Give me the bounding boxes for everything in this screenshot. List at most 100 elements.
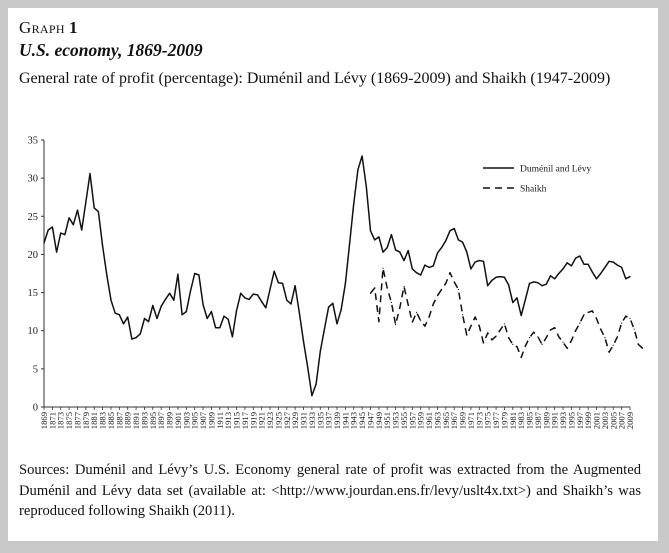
data-point: [591, 271, 593, 273]
x-tick-label: 1971: [466, 412, 476, 429]
data-point: [520, 314, 522, 317]
data-point: [528, 282, 531, 284]
data-point: [156, 317, 158, 320]
data-point: [139, 333, 141, 335]
data-point: [93, 207, 95, 209]
x-tick-label: 1991: [550, 412, 560, 429]
data-point: [424, 325, 426, 327]
data-point: [428, 316, 430, 318]
data-point: [173, 299, 175, 301]
x-tick-label: 1877: [72, 411, 82, 429]
data-point: [432, 265, 434, 267]
data-point: [495, 335, 497, 337]
x-tick-label: 1957: [407, 411, 417, 429]
y-tick-label: 5: [33, 364, 38, 375]
data-point: [436, 252, 439, 254]
legend-label: Duménil and Lévy: [520, 165, 591, 175]
data-point: [374, 239, 376, 241]
x-tick-label: 1899: [165, 412, 175, 429]
x-tick-label: 1887: [114, 411, 124, 429]
data-point: [474, 316, 476, 318]
source-link[interactable]: http://www.jourdan.ens.fr/levy/uslt4x.tx…: [279, 482, 518, 499]
y-tick-label: 20: [28, 250, 39, 261]
data-point: [528, 337, 531, 339]
x-tick-label: 1885: [106, 412, 116, 429]
data-point: [235, 310, 238, 312]
data-point: [97, 211, 99, 213]
data-point: [424, 264, 426, 266]
data-point: [302, 340, 305, 342]
x-tick-label: 1979: [499, 412, 509, 429]
data-point: [89, 173, 91, 175]
data-point: [420, 320, 422, 322]
data-point: [344, 282, 346, 284]
data-point: [436, 295, 439, 297]
x-tick-label: 1895: [148, 412, 158, 429]
data-point: [595, 278, 598, 280]
x-tick-label: 1909: [206, 412, 216, 429]
data-point: [386, 287, 388, 289]
data-point: [512, 301, 514, 304]
x-tick-label: 1915: [232, 412, 242, 429]
y-tick-label: 25: [28, 212, 39, 223]
legend-label: Shaikh: [520, 185, 547, 195]
data-point: [56, 251, 58, 253]
x-tick-label: 1891: [131, 412, 141, 429]
data-point: [336, 323, 338, 325]
data-point: [85, 201, 87, 203]
data-point: [390, 301, 392, 304]
graph-number: Graph 1: [19, 18, 78, 37]
data-point: [122, 323, 125, 325]
data-point: [445, 240, 447, 242]
data-point: [600, 272, 602, 275]
x-tick-label: 1931: [299, 412, 309, 429]
x-tick-label: 1945: [357, 412, 367, 429]
y-tick-label: 15: [28, 288, 39, 299]
data-point: [127, 316, 129, 318]
data-point: [541, 285, 543, 287]
chart-legend: Duménil and Lévy Shaikh: [483, 165, 591, 195]
x-tick-label: 1933: [307, 412, 317, 429]
data-point: [470, 325, 472, 327]
x-tick-label: 1973: [474, 412, 484, 429]
x-tick-label: 1937: [324, 411, 334, 429]
data-point: [516, 297, 518, 299]
x-tick-label: 1975: [483, 412, 493, 429]
x-tick-label: 1969: [458, 412, 468, 429]
x-tick-label: 1873: [56, 412, 66, 429]
data-point: [223, 315, 225, 317]
data-point: [432, 303, 434, 305]
data-point: [457, 288, 459, 291]
data-point: [453, 227, 455, 230]
data-point: [608, 351, 610, 353]
data-point: [110, 299, 112, 301]
data-point: [252, 293, 254, 295]
data-point: [482, 342, 485, 344]
data-point: [545, 337, 547, 339]
data-point: [369, 292, 372, 294]
data-point: [76, 209, 79, 211]
data-point: [240, 292, 242, 294]
x-tick-label: 1949: [374, 412, 384, 429]
data-point: [353, 203, 355, 205]
data-point: [143, 317, 146, 320]
data-point: [612, 344, 614, 346]
data-point: [445, 282, 447, 284]
data-point: [508, 337, 510, 339]
data-point: [72, 224, 74, 226]
data-point: [106, 274, 108, 276]
x-tick-label: 1983: [516, 412, 526, 429]
data-point: [570, 265, 573, 267]
data-point: [215, 327, 217, 329]
data-point: [323, 328, 325, 330]
x-tick-label: 1879: [81, 412, 91, 429]
x-tick-label: 1997: [575, 411, 585, 429]
data-point: [361, 155, 363, 157]
data-point: [248, 298, 250, 300]
data-point: [390, 234, 392, 236]
data-point: [219, 327, 221, 329]
x-tick-label: 1963: [432, 412, 442, 429]
data-point: [541, 343, 543, 345]
data-point: [395, 324, 397, 326]
x-tick-label: 1959: [416, 412, 426, 429]
